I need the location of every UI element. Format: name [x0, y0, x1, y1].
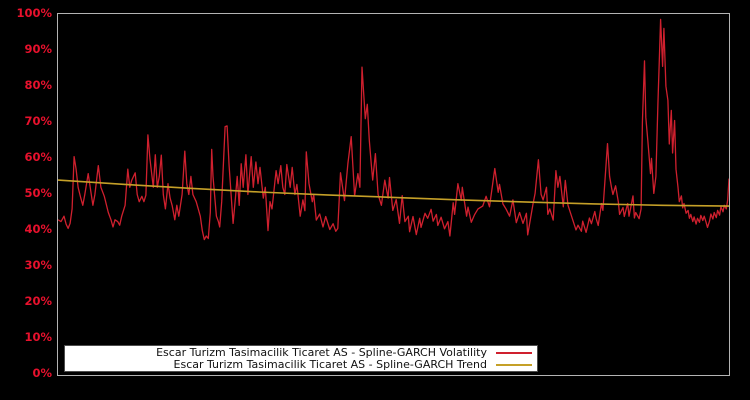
y-tick-label: 70% — [24, 114, 52, 128]
legend-row-trend: Escar Turizm Tasimacilik Ticaret AS - Sp… — [65, 357, 537, 371]
y-tick-label: 90% — [24, 42, 52, 56]
y-tick-label: 30% — [24, 258, 52, 272]
legend-row-volatility: Escar Turizm Tasimacilik Ticaret AS - Sp… — [65, 345, 537, 359]
y-tick-label: 20% — [24, 294, 52, 308]
volatility-line-swatch — [496, 351, 532, 354]
volatility-line — [58, 18, 729, 241]
y-tick-label: 0% — [32, 366, 52, 380]
y-tick-label: 40% — [24, 222, 52, 236]
y-tick-label: 80% — [24, 78, 52, 92]
legend-label-volatility: Escar Turizm Tasimacilik Ticaret AS - Sp… — [156, 345, 487, 359]
trend-line-swatch — [496, 363, 532, 366]
legend: Escar Turizm Tasimacilik Ticaret AS - Sp… — [64, 345, 538, 372]
trend-line — [58, 179, 729, 207]
y-tick-label: 50% — [24, 186, 52, 200]
y-tick-label: 60% — [24, 150, 52, 164]
plot-area: Escar Turizm Tasimacilik Ticaret AS - Sp… — [57, 13, 730, 376]
chart-series-svg — [58, 18, 729, 241]
legend-label-trend: Escar Turizm Tasimacilik Ticaret AS - Sp… — [173, 357, 487, 371]
y-tick-label: 100% — [16, 6, 52, 20]
y-tick-label: 10% — [24, 330, 52, 344]
